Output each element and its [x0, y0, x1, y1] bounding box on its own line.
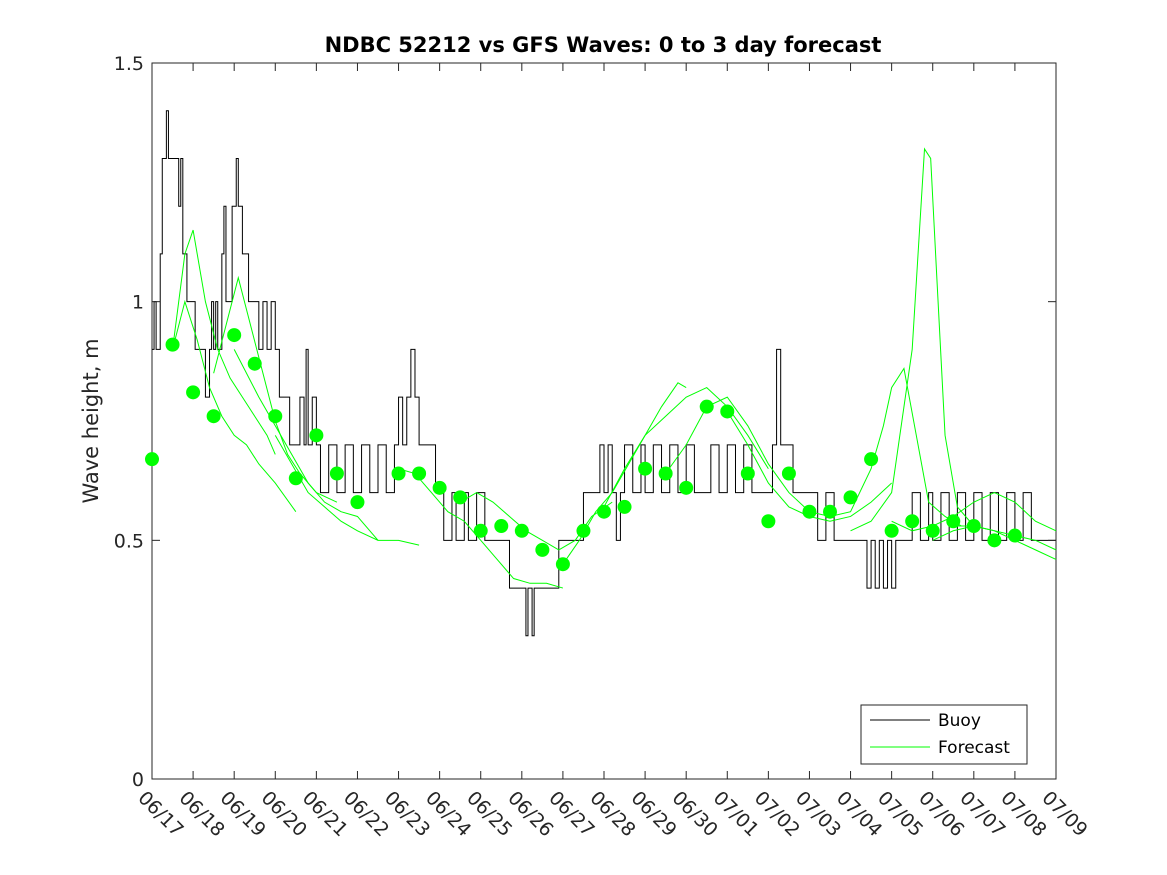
- x-tick-label: 07/04: [832, 787, 886, 841]
- forecast-line: [665, 396, 831, 517]
- forecast-line: [829, 367, 962, 527]
- plot-frame: [151, 62, 1057, 780]
- x-tick-label: 06/24: [421, 787, 475, 841]
- legend-buoy-label: Buoy: [938, 711, 981, 731]
- forecast-point: [987, 533, 1002, 548]
- forecast-point: [535, 542, 550, 557]
- forecast-point: [740, 466, 755, 481]
- y-tick-label: 0.5: [114, 530, 144, 552]
- y-tick-label: 1: [132, 292, 144, 314]
- forecast-point: [905, 514, 920, 529]
- y-axis: 0 0.5 1 1.5: [114, 53, 1056, 791]
- forecast-line: [850, 147, 975, 532]
- y-tick-label: 0: [132, 769, 144, 791]
- legend-forecast-label: Forecast: [938, 738, 1010, 758]
- forecast-point: [227, 328, 242, 343]
- forecast-point: [679, 480, 694, 495]
- forecast-point: [823, 504, 837, 519]
- x-tick-label: 06/27: [544, 787, 598, 841]
- legend: Buoy Forecast: [860, 704, 1028, 765]
- forecast-point: [864, 452, 879, 467]
- x-tick-label: 06/26: [503, 787, 557, 841]
- y-tick-label: 1.5: [114, 53, 144, 75]
- forecast-point: [412, 466, 427, 481]
- forecast-point: [453, 490, 468, 505]
- x-tick-label: 06/21: [298, 787, 352, 841]
- plot-area: [145, 62, 1057, 780]
- x-tick-label: 06/17: [133, 787, 187, 841]
- x-tick-label: 07/01: [709, 787, 763, 841]
- forecast-line: [172, 229, 276, 455]
- legend-box: [860, 704, 1028, 765]
- x-tick-label: 07/05: [873, 787, 927, 841]
- x-tick-label: 06/29: [627, 787, 681, 841]
- forecast-point: [494, 519, 509, 534]
- forecast-point: [288, 471, 303, 486]
- buoy-line: [152, 110, 1056, 637]
- chart-title: NDBC 52212 vs GFS Waves: 0 to 3 day fore…: [325, 33, 882, 57]
- forecast-point: [802, 504, 817, 519]
- forecast-point: [658, 466, 673, 481]
- forecast-point: [329, 466, 344, 481]
- buoy-series: [152, 110, 1056, 637]
- x-tick-label: 06/30: [668, 787, 722, 841]
- forecast-point: [884, 523, 899, 538]
- forecast-point: [843, 490, 858, 505]
- forecast-point: [391, 466, 406, 481]
- x-tick-label: 06/19: [216, 787, 270, 841]
- forecast-line: [891, 492, 1057, 532]
- forecast-point: [206, 409, 221, 424]
- forecast-point: [514, 523, 529, 538]
- forecast-point: [761, 514, 776, 529]
- forecast-point: [966, 519, 981, 534]
- x-tick-label: 07/08: [996, 787, 1050, 841]
- x-tick-label: 06/25: [462, 787, 516, 841]
- forecast-point: [555, 557, 570, 572]
- forecast-line: [172, 299, 297, 512]
- x-tick-label: 06/28: [585, 787, 639, 841]
- forecast-markers: [145, 328, 1022, 572]
- forecast-point: [638, 461, 653, 476]
- forecast-line: [603, 386, 769, 508]
- forecast-point: [720, 404, 735, 419]
- forecast-point: [1007, 528, 1022, 543]
- y-axis-label: Wave height, m: [79, 338, 103, 503]
- forecast-point: [268, 409, 283, 424]
- x-tick-label: 07/07: [955, 787, 1009, 841]
- forecast-point: [309, 428, 324, 443]
- x-tick-label: 06/20: [257, 787, 311, 841]
- x-tick-label: 06/22: [339, 787, 393, 841]
- forecast-point: [576, 523, 591, 538]
- forecast-point: [946, 514, 961, 529]
- x-tick-label: 06/23: [380, 787, 434, 841]
- forecast-point: [186, 385, 201, 400]
- forecast-point: [925, 523, 940, 538]
- forecast-point: [781, 466, 796, 481]
- x-tick-label: 07/03: [791, 787, 845, 841]
- forecast-line: [233, 349, 379, 541]
- x-tick-label: 07/06: [914, 787, 968, 841]
- forecast-line: [932, 525, 1057, 560]
- forecast-point: [247, 356, 262, 371]
- forecast-point: [617, 499, 632, 514]
- forecast-point: [699, 399, 714, 414]
- x-tick-label: 07/09: [1037, 787, 1091, 841]
- forecast-point: [145, 452, 159, 467]
- forecast-point: [432, 480, 447, 495]
- forecast-line: [398, 468, 564, 589]
- forecast-point: [165, 337, 180, 352]
- forecast-point: [597, 504, 611, 519]
- forecast-point: [350, 495, 365, 510]
- x-tick-label: 06/18: [175, 787, 229, 841]
- forecast-point: [473, 523, 488, 538]
- x-tick-label: 07/02: [750, 787, 804, 841]
